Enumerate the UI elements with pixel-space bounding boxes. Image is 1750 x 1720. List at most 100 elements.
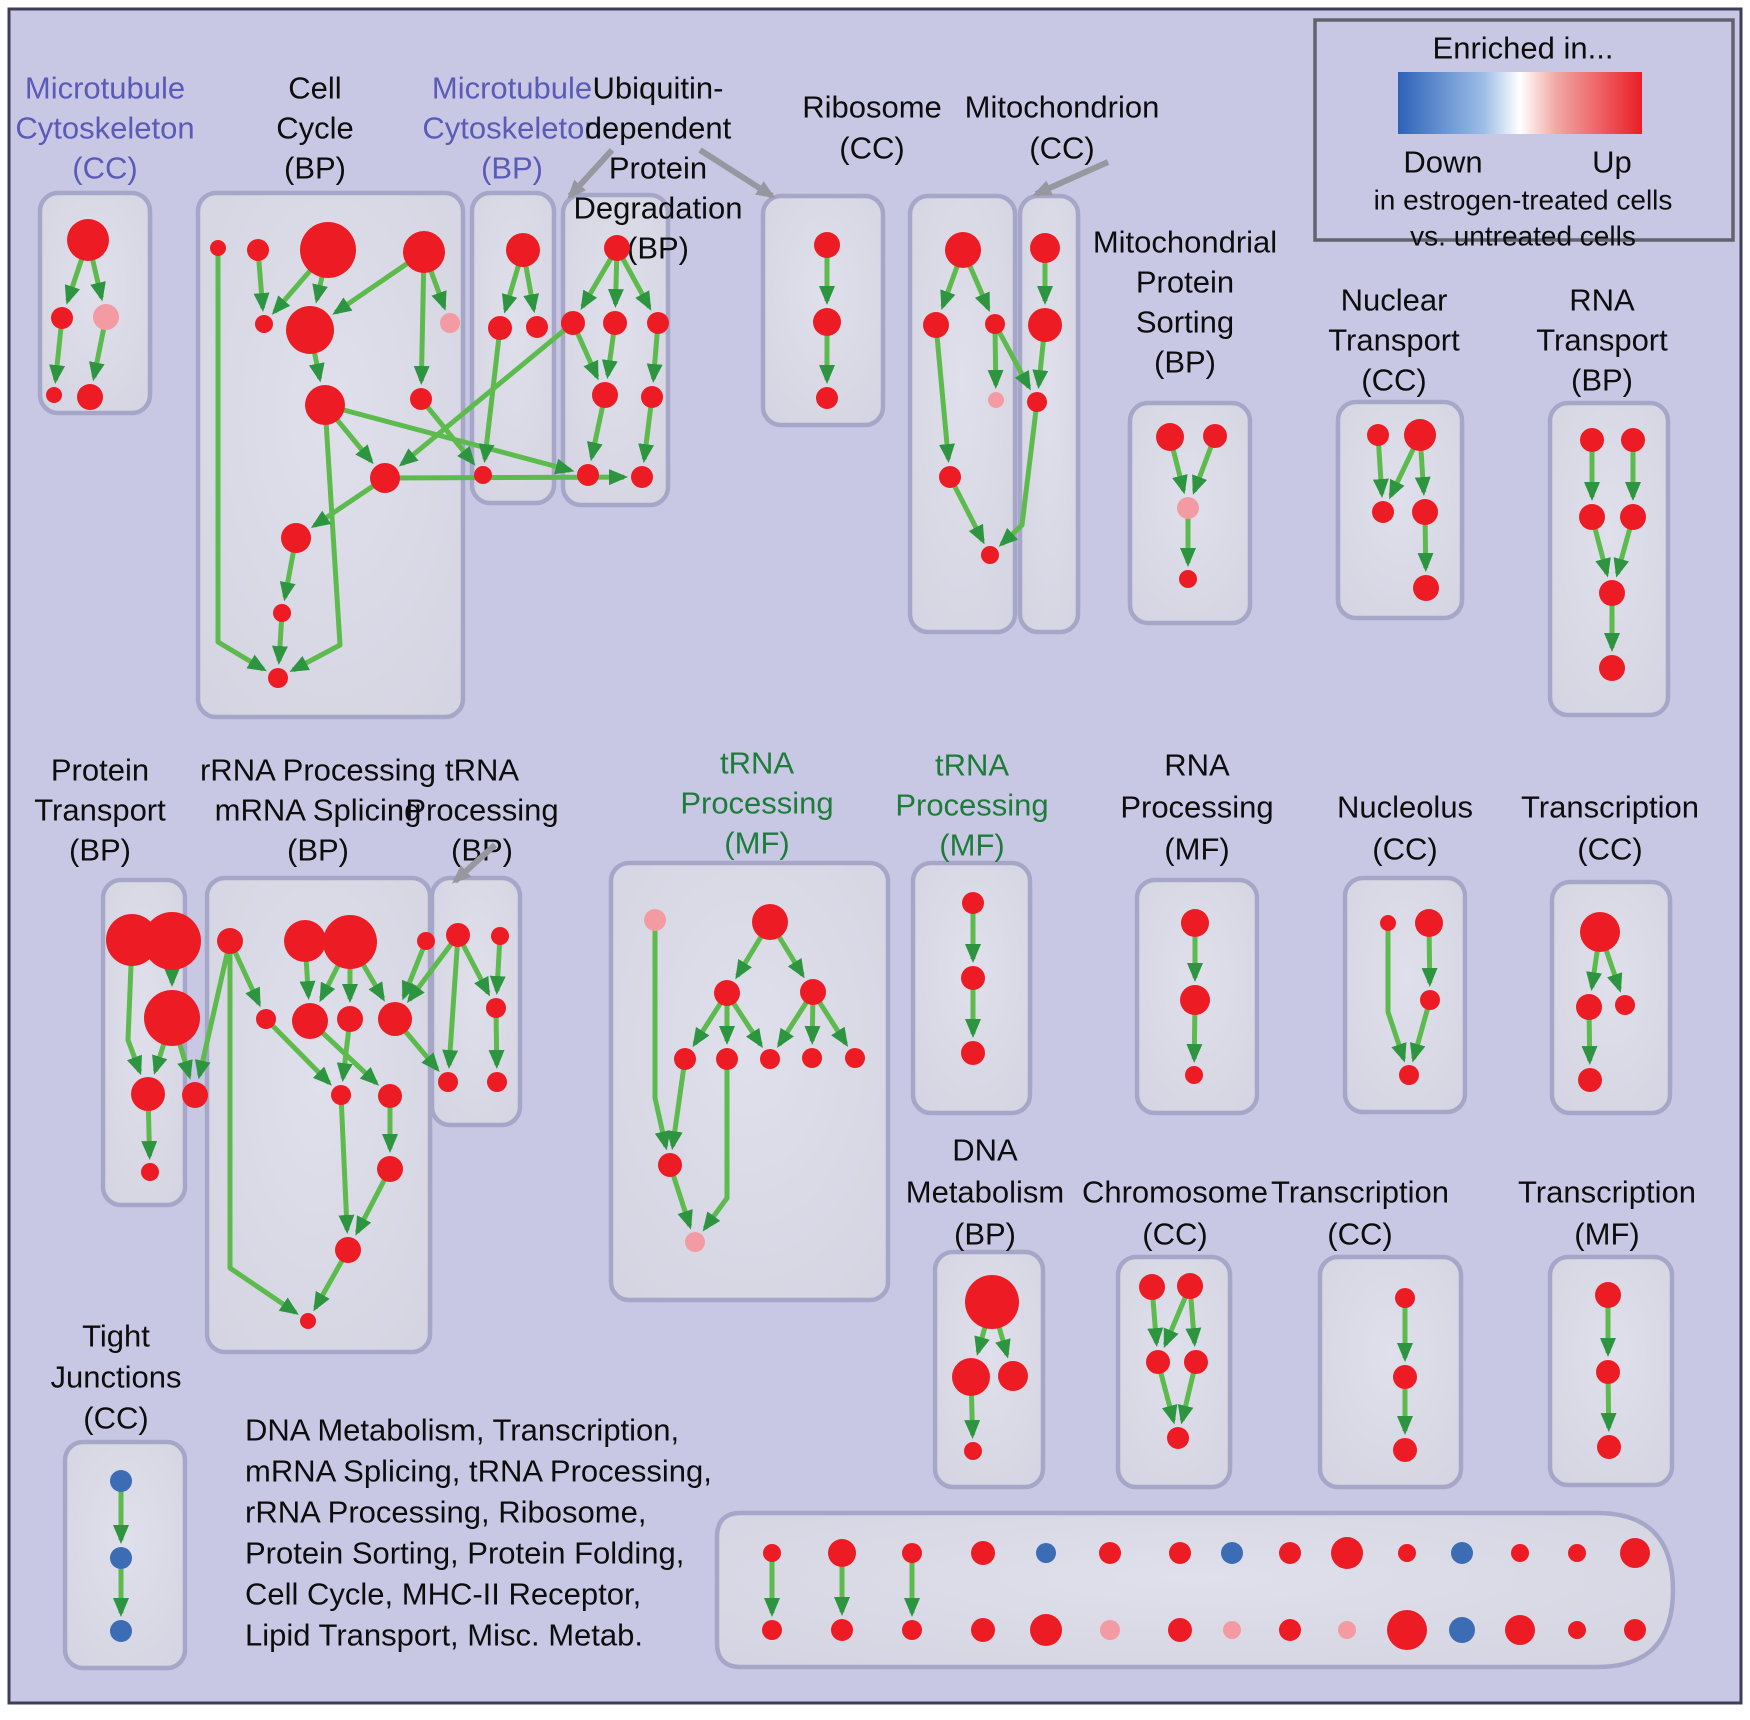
go-term-node-red (752, 904, 788, 940)
go-term-node-red (763, 1544, 781, 1562)
cluster-label-transcription-cc-mid-line2: (CC) (1577, 832, 1642, 867)
edge-arrow (419, 397, 476, 466)
go-term-node-red (378, 1084, 402, 1108)
go-term-node-red (1331, 1537, 1363, 1569)
cluster-label-protein-transport-bp-line1: Protein (51, 753, 149, 788)
edge-arrow (338, 1094, 355, 1235)
go-term-node-red (1167, 1427, 1189, 1449)
edge-arrow (289, 404, 343, 673)
go-term-node-pink (644, 909, 666, 931)
go-term-node-red (1279, 1542, 1301, 1564)
go-term-node-red (1099, 1542, 1121, 1564)
go-term-node-blue (110, 1470, 132, 1492)
go-term-node-red (813, 308, 841, 336)
cluster-box-mitochondrion-cc (1017, 193, 1081, 635)
go-term-node-red (1179, 570, 1197, 588)
go-term-node-blue (110, 1620, 132, 1642)
go-term-node-red (845, 1048, 865, 1068)
edge-arrow (933, 324, 955, 464)
go-term-node-red (337, 1006, 363, 1032)
go-term-node-red (971, 1618, 995, 1642)
go-term-node-red (1568, 1544, 1586, 1562)
go-term-node-red (1576, 994, 1602, 1020)
go-term-node-red (674, 1048, 696, 1070)
cluster-label-chromosome-cc-line2: (CC) (1142, 1217, 1207, 1252)
edge-arrow (652, 920, 671, 1151)
label-pointer-arrow (452, 842, 498, 884)
go-term-node-red (1511, 1544, 1529, 1562)
go-term-node-red (378, 1002, 412, 1036)
cluster-label-cell-cycle-bp-line2: Cycle (276, 111, 354, 146)
go-term-node-red (67, 219, 109, 261)
go-term-node-red (939, 466, 961, 488)
edge-arrow (442, 934, 461, 1070)
cluster-label-ubiquitin-degradation-bp-line3: Protein (609, 151, 707, 186)
misc-terms-text-line5: Cell Cycle, MHC-II Receptor, (245, 1577, 641, 1612)
cluster-label-microtubule-cytoskeleton-cc-line1: Microtubule (25, 71, 185, 106)
go-term-node-red (1028, 308, 1062, 342)
cluster-label-dna-metabolism-bp-line1: DNA (952, 1133, 1018, 1168)
cluster-label-rrna-processing-mrna-splicing-bp-line2: mRNA Splicing (215, 793, 422, 828)
cluster-label-cell-cycle-bp-line3: (BP) (284, 151, 346, 186)
go-term-node-red (1415, 909, 1443, 937)
go-term-node-red (1184, 1350, 1208, 1374)
go-term-node-red (144, 990, 200, 1046)
go-term-node-red (323, 915, 377, 969)
cluster-label-chromosome-cc-line1: Chromosome (1082, 1175, 1268, 1210)
go-term-node-red (1599, 580, 1625, 606)
go-term-node-red (106, 914, 158, 966)
cluster-label-microtubule-cytoskeleton-cc-line2: Cytoskeleton (15, 111, 194, 146)
cluster-label-trna-processing-bp-line3: (BP) (451, 833, 513, 868)
go-term-node-pink (685, 1232, 705, 1252)
edge-arrow (478, 327, 503, 464)
go-term-node-red (281, 523, 311, 553)
cluster-label-mitochondrial-protein-sorting-bp-line4: (BP) (1154, 345, 1216, 380)
go-term-node-red (760, 1049, 780, 1069)
cluster-label-mitochondrion-cc-line1: Mitochondrion (965, 90, 1160, 125)
go-term-node-red (217, 928, 243, 954)
go-term-node-red (945, 232, 981, 268)
cluster-label-mitochondrial-protein-sorting-bp-line2: Protein (1136, 265, 1234, 300)
cluster-label-rna-transport-bp-line1: RNA (1569, 283, 1635, 318)
go-term-node-red (814, 232, 840, 258)
go-term-node-red (985, 314, 1005, 334)
label-pointer-arrow (698, 147, 776, 199)
edge-arrow (666, 1058, 688, 1151)
go-term-node-red (971, 1541, 995, 1565)
legend-title: Enriched in... (1433, 31, 1614, 66)
go-term-node-red (831, 1619, 853, 1641)
cluster-label-mitochondrion-cc-line2: (CC) (1029, 131, 1094, 166)
go-term-node-red (491, 927, 509, 945)
go-term-node-red (1599, 655, 1625, 681)
edge-arrow (987, 323, 1004, 390)
go-term-node-red (210, 240, 226, 256)
go-term-node-red (716, 1048, 738, 1070)
go-term-node-red (1597, 1435, 1621, 1459)
go-term-node-red (981, 546, 999, 564)
go-term-node-blue (1451, 1542, 1473, 1564)
go-term-node-red (1185, 1066, 1203, 1084)
go-term-node-red (526, 316, 548, 338)
go-term-node-red (1380, 915, 1396, 931)
cluster-label-trna-processing-mf-2-line1: tRNA (935, 748, 1009, 783)
cluster-label-trna-processing-mf-2-line2: Processing (895, 788, 1048, 823)
misc-terms-text-line1: DNA Metabolism, Transcription, (245, 1413, 679, 1448)
go-term-node-red (268, 668, 288, 688)
go-term-node-red (1203, 424, 1227, 448)
go-term-node-red (1580, 428, 1604, 452)
go-term-node-red (1395, 1288, 1415, 1308)
go-term-node-red (1180, 985, 1210, 1015)
go-term-node-red (1621, 428, 1645, 452)
go-term-node-red (446, 923, 470, 947)
go-term-node-red (46, 387, 62, 403)
go-term-node-red (182, 1082, 208, 1108)
go-term-node-red (816, 387, 838, 409)
edge-arrow (489, 935, 506, 996)
go-term-node-red (802, 1048, 822, 1068)
cluster-label-microtubule-cytoskeleton-bp-line3: (BP) (481, 151, 543, 186)
edge-arrow (1409, 999, 1433, 1063)
cluster-label-trna-processing-bp-line1: tRNA (445, 753, 519, 788)
go-term-node-pink (988, 392, 1004, 408)
cluster-label-dna-metabolism-bp-line2: Metabolism (906, 1175, 1065, 1210)
cluster-label-microtubule-cytoskeleton-bp-line1: Microtubule (432, 71, 592, 106)
